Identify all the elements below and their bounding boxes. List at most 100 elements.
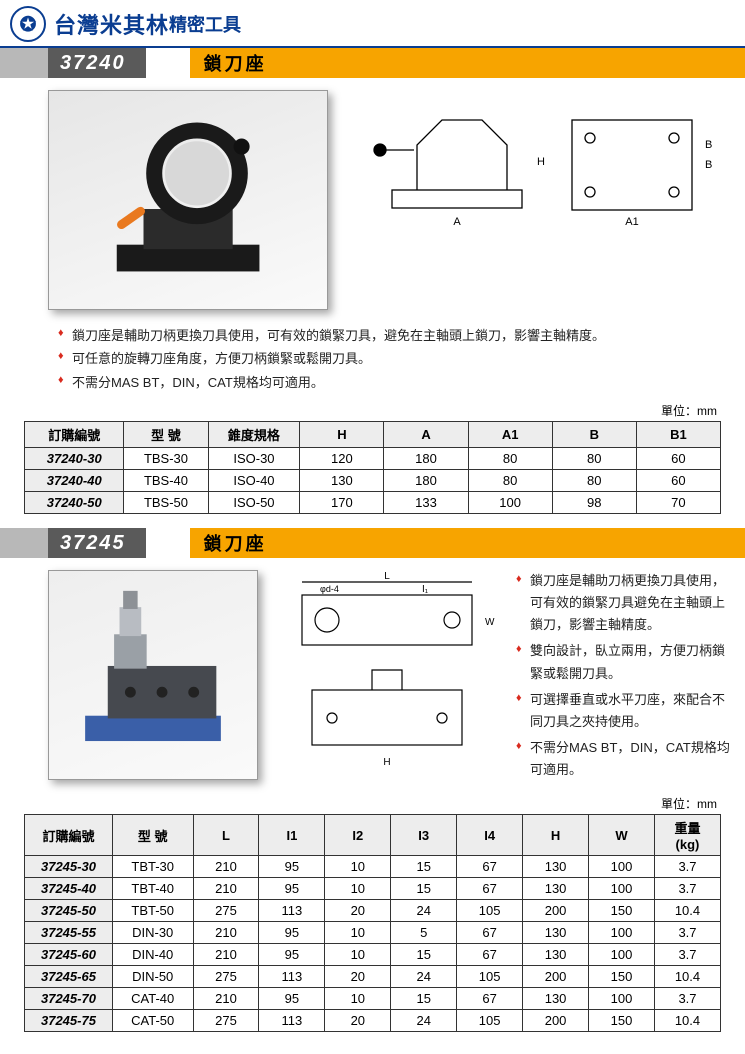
- bullet-item: 鎖刀座是輔助刀柄更換刀具使用，可有效的鎖緊刀具避免在主軸頭上鎖刀，影響主軸精度。: [516, 570, 731, 636]
- table-header: I4: [457, 815, 523, 856]
- table-cell: 105: [457, 1010, 523, 1032]
- table-header: B1: [636, 422, 720, 448]
- table-header: 型 號: [124, 422, 208, 448]
- dimension-diagram-icon: A H A1 B B1: [372, 90, 712, 240]
- table-cell: CAT-50: [112, 1010, 193, 1032]
- table-cell: 37245-40: [25, 878, 113, 900]
- svg-text:B1: B1: [705, 139, 712, 151]
- table-header: I1: [259, 815, 325, 856]
- table-cell: TBT-50: [112, 900, 193, 922]
- table-cell: CAT-40: [112, 988, 193, 1010]
- table-cell: 100: [589, 922, 655, 944]
- section1-title: 鎖刀座: [190, 48, 745, 78]
- svg-text:H: H: [383, 757, 390, 768]
- table-cell: 37245-50: [25, 900, 113, 922]
- table-cell: 210: [193, 856, 259, 878]
- table-header: A: [384, 422, 468, 448]
- table-cell: 37240-50: [25, 492, 124, 514]
- section2-table: 訂購編號型 號LI1I2I3I4HW重量 (kg) 37245-30TBT-30…: [24, 814, 721, 1032]
- table-cell: 95: [259, 856, 325, 878]
- table-cell: 130: [523, 878, 589, 900]
- section2-bullets: 鎖刀座是輔助刀柄更換刀具使用，可有效的鎖緊刀具避免在主軸頭上鎖刀，影響主軸精度。…: [516, 570, 731, 785]
- table-cell: 5: [391, 922, 457, 944]
- bullet-item: 可任意的旋轉刀座角度，方便刀柄鎖緊或鬆開刀具。: [58, 347, 725, 370]
- table-cell: 130: [523, 944, 589, 966]
- table-cell: 95: [259, 922, 325, 944]
- table-header: A1: [468, 422, 552, 448]
- table-header: H: [300, 422, 384, 448]
- table-row: 37240-30TBS-30ISO-30120180808060: [25, 448, 721, 470]
- table-cell: 130: [300, 470, 384, 492]
- table-row: 37245-65DIN-50275113202410520015010.4: [25, 966, 721, 988]
- table-cell: 10.4: [654, 900, 720, 922]
- table-cell: 70: [636, 492, 720, 514]
- table-cell: 113: [259, 966, 325, 988]
- table-cell: 10: [325, 856, 391, 878]
- table-header: 重量 (kg): [654, 815, 720, 856]
- table-cell: 180: [384, 448, 468, 470]
- table-cell: 60: [636, 470, 720, 492]
- bullet-item: 不需分MAS BT，DIN，CAT規格均可適用。: [58, 371, 725, 394]
- table-cell: TBS-40: [124, 470, 208, 492]
- table-cell: 105: [457, 900, 523, 922]
- section2-diagram: L φd-4 I₁ W H: [272, 570, 502, 780]
- table-cell: 3.7: [654, 988, 720, 1010]
- table-cell: 210: [193, 944, 259, 966]
- table-cell: 10: [325, 878, 391, 900]
- bullet-item: 雙向設計，臥立兩用，方便刀柄鎖緊或鬆開刀具。: [516, 640, 731, 684]
- table-cell: DIN-30: [112, 922, 193, 944]
- tool-holder-photo-icon: [63, 102, 313, 298]
- table-cell: ISO-50: [208, 492, 300, 514]
- table-cell: 3.7: [654, 944, 720, 966]
- table-cell: 20: [325, 900, 391, 922]
- table-cell: 10: [325, 988, 391, 1010]
- table-cell: TBS-50: [124, 492, 208, 514]
- table-cell: TBT-30: [112, 856, 193, 878]
- table-cell: 3.7: [654, 856, 720, 878]
- svg-text:A1: A1: [625, 216, 638, 228]
- table-cell: 130: [523, 922, 589, 944]
- table-header: I3: [391, 815, 457, 856]
- table-cell: 37245-60: [25, 944, 113, 966]
- table-cell: 95: [259, 944, 325, 966]
- section2-code: 37245: [48, 528, 146, 558]
- table-cell: 95: [259, 878, 325, 900]
- svg-text:A: A: [453, 216, 461, 228]
- table-cell: 10.4: [654, 966, 720, 988]
- bar-accent: [0, 48, 48, 78]
- section1-bullets: 鎖刀座是輔助刀柄更換刀具使用，可有效的鎖緊刀具，避免在主軸頭上鎖刀，影響主軸精度…: [0, 320, 745, 402]
- table-cell: TBS-30: [124, 448, 208, 470]
- table-cell: 67: [457, 944, 523, 966]
- section2-photo: [48, 570, 258, 780]
- table-cell: 130: [523, 856, 589, 878]
- bullet-item: 不需分MAS BT，DIN，CAT規格均可適用。: [516, 737, 731, 781]
- table-cell: 95: [259, 988, 325, 1010]
- table-row: 37240-50TBS-50ISO-501701331009870: [25, 492, 721, 514]
- table-cell: 3.7: [654, 878, 720, 900]
- table-cell: 100: [589, 988, 655, 1010]
- svg-text:W: W: [485, 617, 495, 628]
- table-cell: 133: [384, 492, 468, 514]
- svg-text:H: H: [537, 156, 545, 168]
- section1-code: 37240: [48, 48, 146, 78]
- table-cell: 15: [391, 878, 457, 900]
- table-cell: 3.7: [654, 922, 720, 944]
- table-cell: 24: [391, 966, 457, 988]
- svg-text:B: B: [705, 159, 712, 171]
- table-cell: ISO-30: [208, 448, 300, 470]
- table-cell: 105: [457, 966, 523, 988]
- table-row: 37245-30TBT-30210951015671301003.7: [25, 856, 721, 878]
- table-cell: 150: [589, 900, 655, 922]
- table-row: 37245-55DIN-3021095105671301003.7: [25, 922, 721, 944]
- section1-bar: 37240 鎖刀座: [0, 48, 745, 78]
- page-header: ✪ 台灣米其林 精密工具: [0, 0, 745, 48]
- table-cell: 100: [589, 856, 655, 878]
- section2-content: L φd-4 I₁ W H 鎖刀座是輔助刀柄更換刀具使用，可有效的鎖緊刀具避免在…: [0, 558, 745, 795]
- section1-unit: 單位：mm: [0, 402, 745, 421]
- table-cell: 200: [523, 1010, 589, 1032]
- table-cell: 67: [457, 922, 523, 944]
- table-cell: DIN-50: [112, 966, 193, 988]
- svg-text:φd-4: φd-4: [320, 584, 339, 594]
- section1-photo: [48, 90, 328, 310]
- svg-text:L: L: [384, 571, 390, 582]
